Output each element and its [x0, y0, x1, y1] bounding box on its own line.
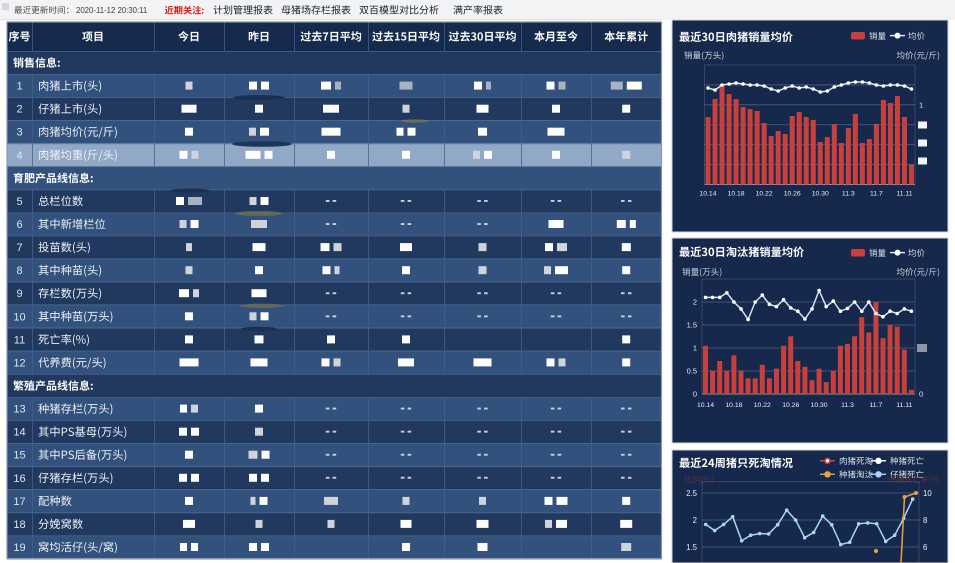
- svg-text:7: 7: [16, 242, 22, 254]
- svg-text:1: 1: [16, 81, 22, 93]
- svg-text:10.26: 10.26: [782, 402, 799, 409]
- svg-text:1: 1: [919, 101, 923, 110]
- svg-text:10.30: 10.30: [811, 402, 828, 409]
- svg-text:1.5: 1.5: [687, 321, 697, 330]
- svg-text:16: 16: [13, 473, 25, 485]
- svg-text:3: 3: [16, 127, 22, 139]
- svg-text:0: 0: [919, 390, 923, 399]
- svg-text:18: 18: [13, 519, 25, 531]
- svg-text:5: 5: [16, 196, 22, 208]
- svg-text:2.5: 2.5: [686, 489, 698, 498]
- svg-text:10: 10: [923, 489, 932, 498]
- svg-text:11.7: 11.7: [870, 191, 883, 198]
- svg-text:10.18: 10.18: [725, 402, 742, 409]
- svg-text:17: 17: [13, 496, 25, 508]
- svg-text:1.5: 1.5: [686, 543, 698, 552]
- svg-text:6: 6: [16, 219, 22, 231]
- svg-text:10.18: 10.18: [728, 191, 745, 198]
- svg-text:11.7: 11.7: [870, 402, 883, 409]
- svg-text:11.3: 11.3: [842, 191, 855, 198]
- svg-text:10: 10: [13, 311, 25, 323]
- svg-text:2: 2: [693, 298, 697, 307]
- svg-text:11.3: 11.3: [841, 402, 854, 409]
- svg-text:14: 14: [13, 427, 25, 439]
- svg-text:2: 2: [16, 104, 22, 116]
- svg-text:8: 8: [16, 265, 22, 277]
- svg-text:15: 15: [13, 450, 25, 462]
- svg-text:10.30: 10.30: [812, 191, 829, 198]
- svg-text:10.22: 10.22: [756, 191, 773, 198]
- svg-text:10.14: 10.14: [699, 191, 716, 198]
- svg-text:11: 11: [14, 334, 25, 346]
- svg-text:1: 1: [693, 344, 697, 353]
- svg-text:10.26: 10.26: [784, 191, 801, 198]
- svg-text:2: 2: [693, 516, 697, 525]
- svg-text:19: 19: [13, 542, 25, 554]
- svg-text:12: 12: [13, 357, 25, 369]
- svg-text:8: 8: [923, 516, 927, 525]
- svg-text:10.22: 10.22: [754, 402, 771, 409]
- svg-text:4: 4: [16, 150, 22, 162]
- svg-text:11.11: 11.11: [896, 402, 912, 409]
- svg-text:13: 13: [13, 404, 25, 416]
- svg-text:0: 0: [693, 390, 697, 399]
- svg-text:2020-11-12 20:30:11: 2020-11-12 20:30:11: [76, 6, 147, 15]
- svg-text:6: 6: [923, 543, 927, 552]
- svg-text:9: 9: [16, 288, 22, 300]
- svg-text:10.14: 10.14: [697, 402, 714, 409]
- svg-text:11.11: 11.11: [897, 191, 913, 198]
- svg-text:0.5: 0.5: [687, 367, 697, 376]
